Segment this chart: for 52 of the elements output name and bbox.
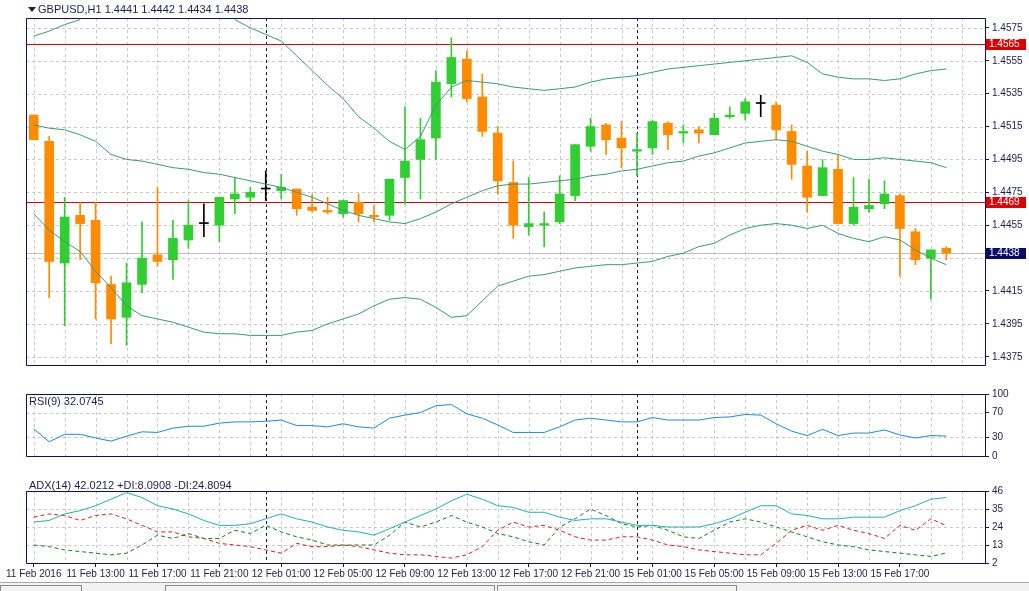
- x-tick-label: 11 Feb 17:00: [128, 567, 188, 579]
- y-tick-label: 1.4375: [992, 350, 1024, 362]
- x-tick-label: 12 Feb 01:00: [251, 567, 312, 579]
- ref-line-label: 1.4469: [989, 196, 1021, 208]
- y-tick-label: 30: [992, 431, 1004, 443]
- candlestick: [632, 132, 642, 177]
- y-tick-label: 1.4415: [992, 284, 1024, 296]
- x-tick-label: 15 Feb 01:00: [622, 567, 683, 579]
- y-tick-label: 100: [992, 387, 1010, 399]
- y-tick-label: 1.4455: [992, 218, 1024, 230]
- x-tick-label: 12 Feb 13:00: [437, 567, 497, 579]
- chart-title: ADX(14) 42.0212 +DI:8.0908 -DI:24.8094: [29, 479, 232, 491]
- x-tick-label: 12 Feb 05:00: [313, 567, 373, 579]
- candlestick: [724, 106, 735, 119]
- chart-title: GBPUSD,H1 1.4441 1.4442 1.4434 1.4438: [38, 3, 249, 15]
- y-tick-label: 1.4515: [992, 120, 1024, 132]
- candlestick: [400, 106, 410, 205]
- x-tick-label: 15 Feb 09:00: [746, 567, 807, 579]
- y-tick-label: 70: [992, 406, 1004, 418]
- candlestick: [694, 126, 704, 144]
- candlestick: [369, 205, 379, 223]
- candlestick: [539, 211, 549, 247]
- x-tick-label: 11 Feb 2016: [6, 567, 62, 579]
- candlestick: [755, 94, 766, 117]
- y-tick-label: 1.4535: [992, 87, 1024, 99]
- x-tick-label: 15 Feb 13:00: [808, 567, 868, 579]
- y-tick-label: 0: [992, 449, 998, 461]
- candlestick: [75, 201, 85, 261]
- y-tick-label: 1.4395: [992, 317, 1024, 329]
- y-tick-label: 24: [992, 520, 1004, 532]
- x-tick-label: 12 Feb 21:00: [561, 567, 621, 579]
- y-tick-label: 1.4475: [992, 186, 1024, 198]
- y-tick-label: 1.4555: [992, 54, 1024, 66]
- x-tick-label: 11 Feb 13:00: [66, 567, 126, 579]
- chart-title: RSI(9) 32.0745: [29, 395, 104, 407]
- x-tick-label: 15 Feb 05:00: [684, 567, 745, 579]
- y-tick-label: 46: [992, 484, 1004, 496]
- y-tick-label: 2: [992, 556, 998, 568]
- ref-line-label: 1.4565: [989, 38, 1021, 50]
- text: 1.4438: [989, 247, 1021, 259]
- x-tick-label: 12 Feb 09:00: [375, 567, 435, 579]
- y-tick-label: 13: [992, 538, 1004, 550]
- candlestick: [199, 203, 209, 238]
- x-tick-label: 11 Feb 21:00: [190, 567, 249, 579]
- y-tick-label: 35: [992, 502, 1004, 514]
- candlestick: [523, 177, 534, 236]
- y-tick-label: 1.4495: [992, 153, 1024, 165]
- x-tick-label: 12 Feb 17:00: [499, 567, 559, 579]
- candlestick: [229, 177, 240, 215]
- x-tick-label: 15 Feb 17:00: [870, 567, 930, 579]
- y-tick-label: 1.4575: [992, 21, 1024, 33]
- candlestick: [864, 178, 874, 213]
